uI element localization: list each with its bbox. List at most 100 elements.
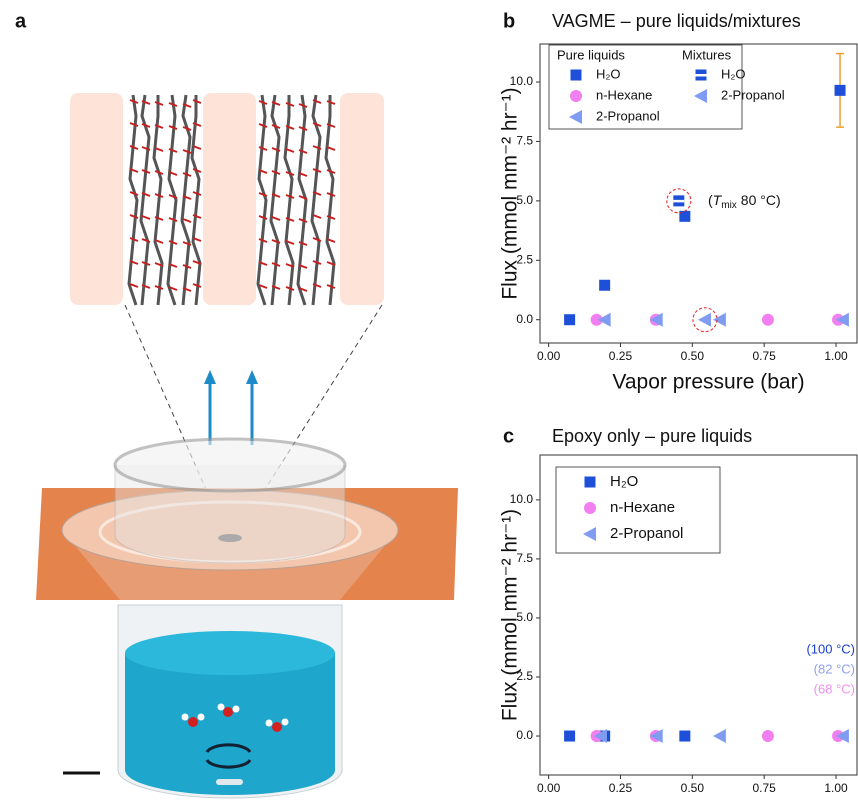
chain-atom	[286, 172, 294, 175]
point	[564, 314, 575, 325]
chain-atom	[313, 261, 321, 264]
chain-atom	[259, 147, 267, 150]
point	[713, 313, 726, 327]
point	[698, 313, 711, 327]
legend-marker	[584, 502, 596, 514]
chain-atom	[183, 219, 191, 222]
chain-atom	[169, 103, 177, 106]
x-tick-label: 0.75	[752, 349, 776, 363]
chain-atom	[155, 171, 163, 174]
point	[599, 280, 610, 291]
chain-atom	[169, 126, 177, 129]
legend-label: H₂O	[610, 473, 638, 490]
legend-label: n-Hexane	[596, 87, 652, 102]
figure: a bVAGME – pure liquids/mixtures0.000.25…	[0, 0, 858, 804]
chain	[129, 95, 137, 305]
chain-atom	[259, 101, 267, 104]
chain-atom	[155, 194, 163, 197]
legend-marker	[571, 70, 582, 81]
illustration	[36, 93, 458, 798]
point-stripe	[696, 74, 707, 77]
chain-atom	[327, 170, 335, 173]
x-axis-label: Vapor pressure (bar)	[612, 371, 804, 394]
chain-atom	[183, 173, 191, 176]
x-tick-label: 0.00	[537, 349, 561, 363]
chain-atom	[169, 241, 177, 244]
chain-atom	[183, 127, 191, 130]
chain-atom	[155, 286, 163, 289]
page: {"panel_a":{"label":"a"}, "chart_data":[…	[0, 0, 858, 804]
chain-atom	[130, 192, 138, 195]
chain-atom	[142, 216, 150, 219]
legend-group-title: Pure liquids	[557, 47, 625, 62]
x-tick-label: 0.25	[609, 781, 633, 795]
point	[762, 314, 774, 326]
chain-atom	[259, 239, 267, 242]
x-tick-label: 0.50	[681, 349, 705, 363]
chain-atom	[142, 239, 150, 242]
chain-atom	[183, 265, 191, 268]
temperature-label: (82 °C)	[814, 661, 855, 676]
chain-atom	[193, 100, 201, 103]
chain-atom	[193, 192, 201, 195]
holder-top	[115, 439, 345, 491]
chain-atom	[286, 149, 294, 152]
point	[762, 730, 774, 742]
chain-atom	[155, 102, 163, 105]
pore-wall	[340, 93, 384, 305]
chain-atom	[327, 193, 335, 196]
chain-atom	[327, 101, 335, 104]
chain-atom	[272, 217, 280, 220]
chain-atom	[299, 242, 307, 245]
chain-atom	[327, 285, 335, 288]
flow-arrows	[204, 370, 258, 445]
pore-wall	[203, 93, 256, 305]
point	[679, 731, 690, 742]
chain-atom	[169, 218, 177, 221]
panel-label: c	[503, 425, 514, 447]
chain-atom	[259, 193, 267, 196]
chain-atom	[272, 171, 280, 174]
y-axis-label: Flux (mmol mm⁻² hr⁻¹)	[499, 509, 522, 721]
legend-group-title: Mixtures	[682, 47, 732, 62]
chain-atom	[313, 238, 321, 241]
legend-marker	[570, 90, 582, 102]
annotation-part: mix	[721, 200, 737, 211]
chain-atom	[313, 215, 321, 218]
annotation: (Tmix80 °C)	[708, 192, 781, 211]
chart-title: Epoxy only – pure liquids	[552, 426, 752, 446]
y-axis-label: Flux (mmol mm⁻² hr⁻¹)	[499, 87, 522, 299]
chain-atom	[299, 104, 307, 107]
x-tick-label: 0.00	[537, 781, 561, 795]
point-stripe	[673, 200, 684, 203]
y-tick-label: 10.0	[510, 74, 534, 88]
legend-label: 2-Propanol	[721, 87, 785, 102]
point	[713, 729, 726, 743]
pore-wall	[70, 93, 123, 305]
chain-atom	[130, 100, 138, 103]
chain-atom	[286, 287, 294, 290]
y-tick-label: 10.0	[510, 492, 534, 506]
point	[564, 731, 575, 742]
chain-atom	[299, 219, 307, 222]
chart-title: VAGME – pure liquids/mixtures	[552, 11, 801, 31]
chain-atom	[142, 262, 150, 265]
x-tick-label: 0.75	[752, 781, 776, 795]
chain-atom	[272, 125, 280, 128]
legend-label: H₂O	[721, 66, 746, 81]
legend-label: 2-Propanol	[596, 108, 660, 123]
chain	[312, 95, 320, 305]
temperature-label: (100 °C)	[806, 641, 855, 656]
chain-atom	[142, 124, 150, 127]
x-tick-label: 0.50	[681, 781, 705, 795]
panel-label: b	[503, 10, 515, 32]
x-tick-label: 1.00	[824, 349, 848, 363]
chain-atom	[130, 238, 138, 241]
stir-bar	[216, 779, 243, 785]
x-tick-label: 1.00	[824, 781, 848, 795]
chain-atom	[272, 263, 280, 266]
chain-atom	[130, 123, 138, 126]
chain-atom	[286, 195, 294, 198]
annotation-part: 80 °C)	[741, 192, 781, 208]
chain-atom	[130, 146, 138, 149]
